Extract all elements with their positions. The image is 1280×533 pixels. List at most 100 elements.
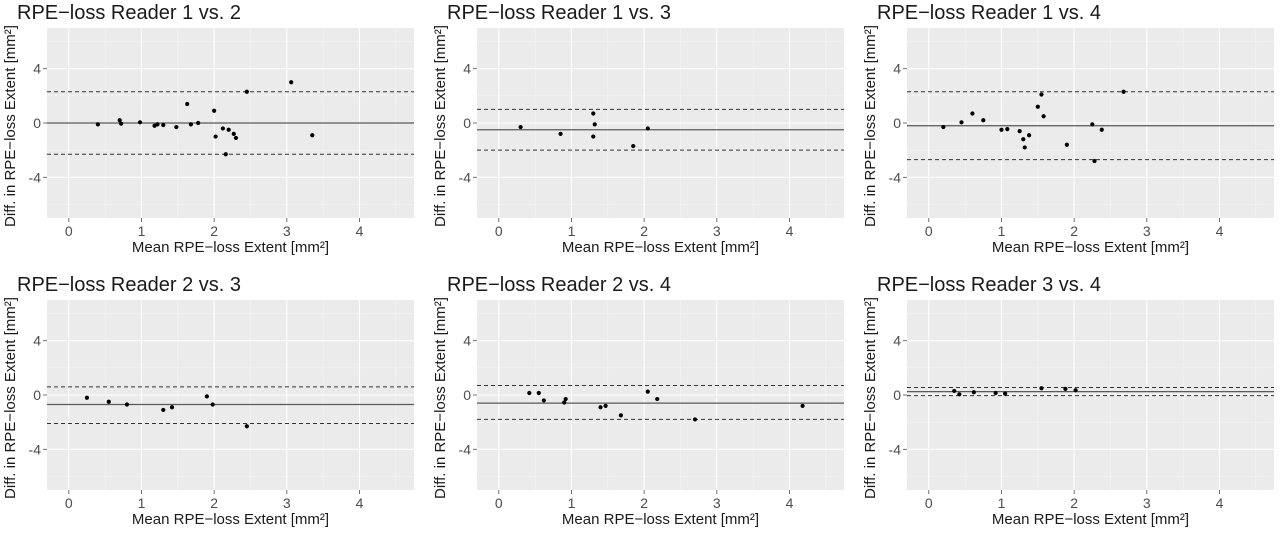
y-tick-label: 4 bbox=[463, 333, 471, 349]
panel-title: RPE−loss Reader 2 vs. 3 bbox=[17, 274, 241, 296]
data-point bbox=[1041, 114, 1046, 119]
plot-panel-6: RPE−loss Reader 3 vs. 4 0 1 2 3 4 -4 0 4 Mean RPE… bbox=[862, 274, 1274, 528]
y-tick-label: -4 bbox=[889, 169, 902, 185]
data-point bbox=[527, 390, 532, 396]
y-axis-title: Diff. in RPE−loss Extent [mm²] bbox=[2, 25, 19, 227]
y-axis-title: Diff. in RPE−loss Extent [mm²] bbox=[862, 25, 879, 227]
y-tick-label: -4 bbox=[459, 169, 472, 185]
x-tick-label: 2 bbox=[640, 223, 648, 239]
y-tick-label: 0 bbox=[893, 115, 901, 131]
data-point bbox=[562, 400, 567, 405]
data-point bbox=[957, 392, 962, 397]
data-point bbox=[1039, 92, 1044, 97]
y-tick-label: 4 bbox=[33, 61, 41, 77]
data-point bbox=[1026, 133, 1032, 138]
x-tick-label: 3 bbox=[1143, 223, 1151, 239]
data-point bbox=[999, 127, 1004, 132]
data-point bbox=[223, 152, 228, 157]
data-point bbox=[692, 417, 698, 422]
data-point bbox=[970, 111, 975, 116]
x-tick-label: 0 bbox=[925, 495, 933, 511]
data-point bbox=[124, 402, 130, 407]
data-point bbox=[137, 120, 143, 125]
y-tick-label: 0 bbox=[893, 387, 901, 403]
data-point bbox=[1003, 391, 1008, 396]
data-point bbox=[618, 413, 623, 418]
data-point bbox=[1073, 388, 1078, 393]
data-point bbox=[941, 124, 946, 130]
x-tick-label: 1 bbox=[138, 223, 146, 239]
data-point bbox=[1092, 158, 1097, 164]
y-tick-label: -4 bbox=[29, 169, 42, 185]
x-axis-title: Mean RPE−loss Extent [mm²] bbox=[132, 239, 329, 256]
x-tick-label: 4 bbox=[356, 223, 364, 239]
x-tick-label: 4 bbox=[786, 495, 794, 511]
x-tick-label: 0 bbox=[65, 223, 73, 239]
data-point bbox=[592, 122, 597, 127]
x-axis-title: Mean RPE−loss Extent [mm²] bbox=[562, 511, 759, 528]
x-tick-label: 1 bbox=[138, 495, 146, 511]
data-point bbox=[1017, 129, 1022, 134]
x-tick-label: 1 bbox=[568, 223, 576, 239]
data-point bbox=[591, 134, 596, 139]
x-tick-label: 2 bbox=[210, 223, 218, 239]
panel-title: RPE−loss Reader 1 vs. 3 bbox=[447, 2, 671, 24]
data-point bbox=[106, 399, 111, 404]
data-point bbox=[117, 118, 122, 123]
data-point bbox=[213, 134, 218, 139]
y-tick-label: 4 bbox=[33, 333, 41, 349]
panel-title: RPE−loss Reader 2 vs. 4 bbox=[447, 274, 671, 296]
data-point bbox=[563, 396, 568, 402]
x-tick-label: 4 bbox=[1216, 495, 1224, 511]
panel-title: RPE−loss Reader 1 vs. 4 bbox=[877, 2, 1101, 24]
data-point bbox=[1063, 386, 1068, 391]
plot-panel-2: RPE−loss Reader 1 vs. 3 0 1 2 3 4 -4 0 4 Mean RPE… bbox=[432, 2, 844, 256]
data-point bbox=[119, 121, 124, 126]
data-point bbox=[603, 403, 608, 408]
data-point bbox=[1022, 145, 1027, 150]
x-tick-label: 4 bbox=[1216, 223, 1224, 239]
x-tick-label: 1 bbox=[998, 223, 1006, 239]
data-point bbox=[541, 398, 546, 403]
data-point bbox=[645, 126, 650, 131]
x-tick-label: 1 bbox=[998, 495, 1006, 511]
data-point bbox=[1090, 122, 1095, 127]
data-point bbox=[1064, 142, 1069, 147]
data-point bbox=[1099, 127, 1104, 132]
y-tick-label: 0 bbox=[463, 115, 471, 131]
x-axis-title: Mean RPE−loss Extent [mm²] bbox=[992, 511, 1189, 528]
data-point bbox=[212, 108, 217, 113]
data-point bbox=[645, 389, 650, 394]
data-point bbox=[655, 396, 660, 402]
data-point bbox=[226, 127, 231, 132]
x-tick-label: 0 bbox=[495, 223, 503, 239]
data-point bbox=[981, 118, 986, 123]
x-tick-label: 3 bbox=[713, 495, 721, 511]
data-point bbox=[220, 126, 225, 131]
plot-panel-4: RPE−loss Reader 2 vs. 3 0 1 2 3 4 -4 0 4 Mean RPE… bbox=[2, 274, 414, 528]
data-point bbox=[169, 405, 175, 410]
x-axis-title: Mean RPE−loss Extent [mm²] bbox=[992, 239, 1189, 256]
data-point bbox=[210, 402, 215, 407]
data-point bbox=[161, 407, 166, 413]
y-tick-label: -4 bbox=[889, 441, 902, 457]
x-tick-label: 0 bbox=[925, 223, 933, 239]
data-point bbox=[1021, 137, 1026, 142]
data-point bbox=[244, 89, 249, 94]
data-point bbox=[196, 120, 201, 126]
data-point bbox=[598, 405, 603, 410]
x-tick-label: 3 bbox=[283, 223, 291, 239]
x-axis-title: Mean RPE−loss Extent [mm²] bbox=[132, 511, 329, 528]
x-tick-label: 2 bbox=[640, 495, 648, 511]
data-point bbox=[155, 122, 160, 127]
data-point bbox=[558, 131, 563, 136]
data-point bbox=[631, 143, 636, 149]
y-axis-title: Diff. in RPE−loss Extent [mm²] bbox=[432, 297, 449, 499]
x-tick-label: 4 bbox=[356, 495, 364, 511]
data-point bbox=[185, 101, 190, 107]
plot-panel-1: RPE−loss Reader 1 vs. 2 0 1 2 3 4 -4 0 4 Mean RPE… bbox=[2, 2, 414, 256]
y-tick-label: -4 bbox=[459, 441, 472, 457]
x-tick-label: 3 bbox=[1143, 495, 1151, 511]
y-tick-label: 4 bbox=[893, 61, 901, 77]
